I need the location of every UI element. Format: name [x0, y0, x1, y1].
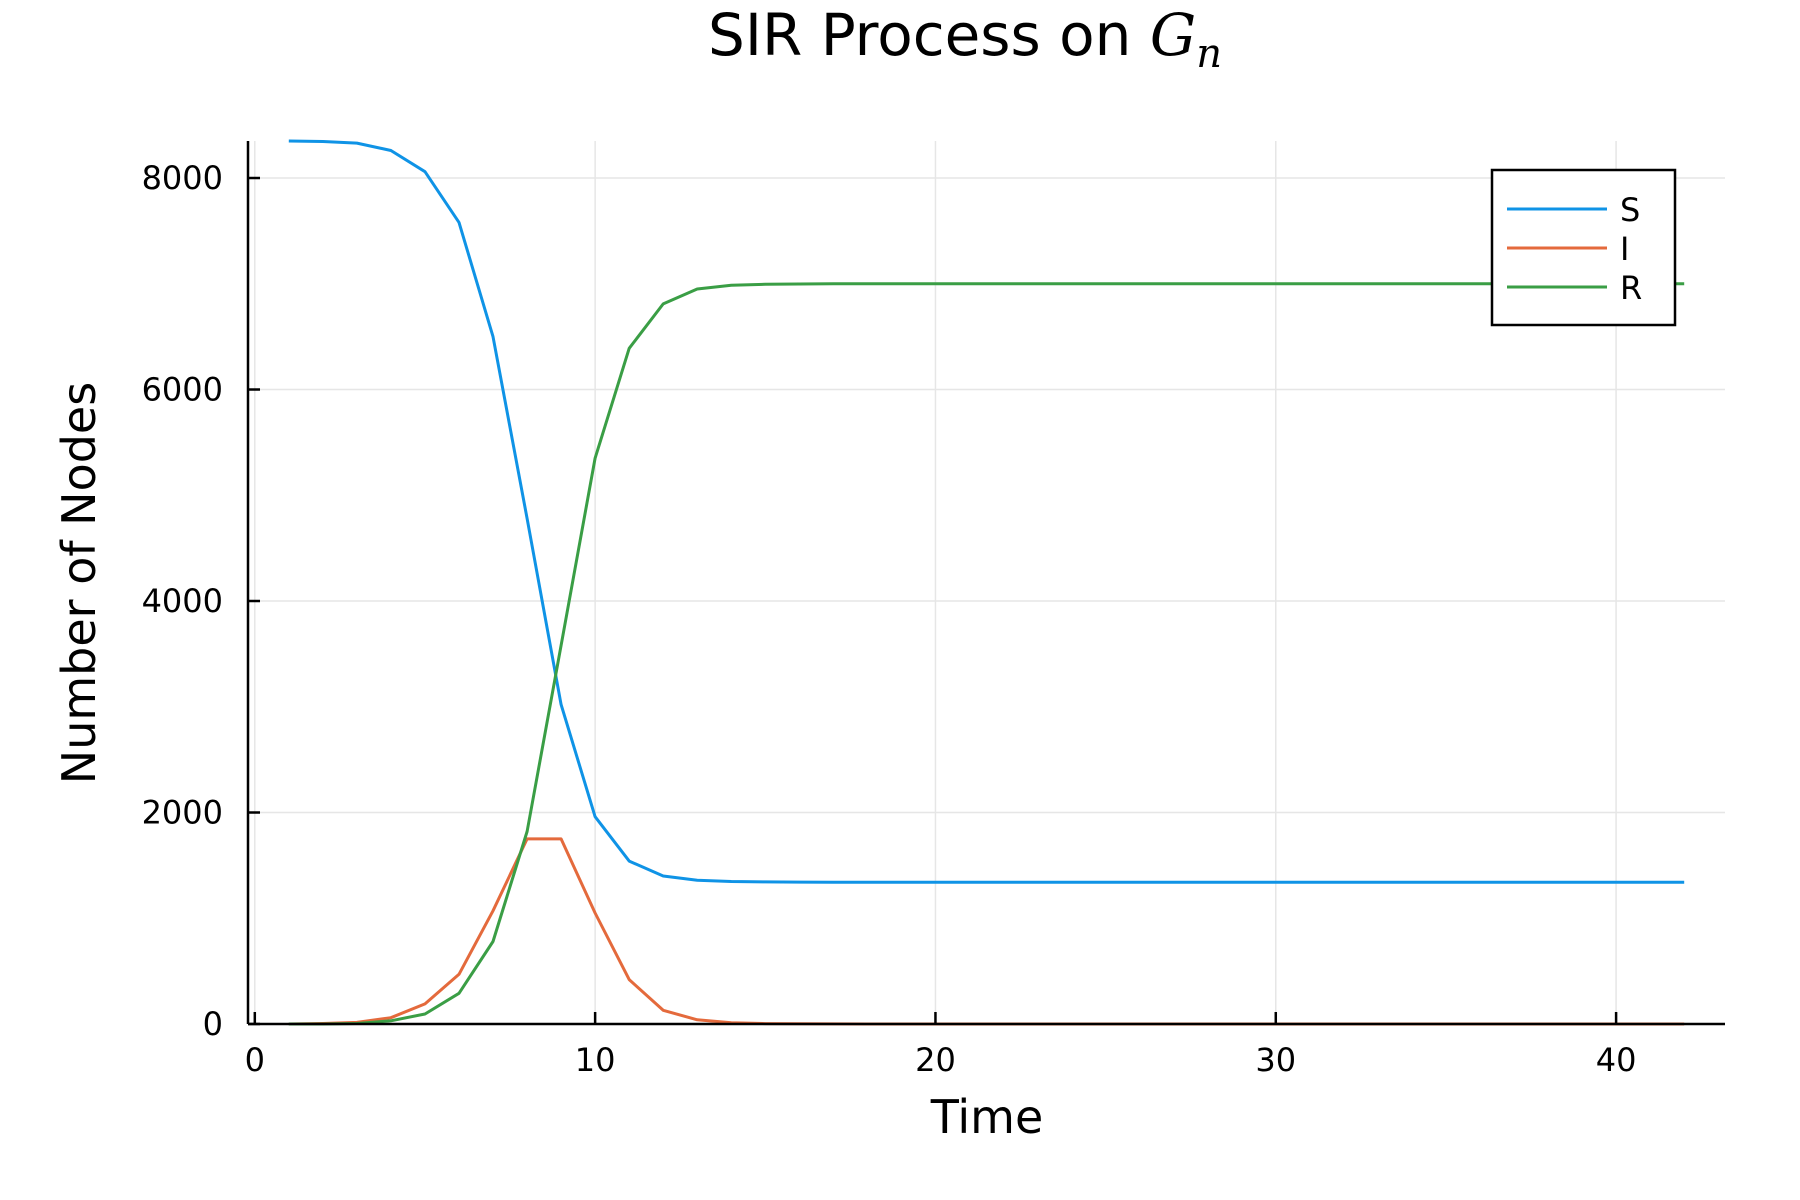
chart-title-math: G: [1150, 1, 1196, 69]
x-tick-label: 20: [915, 1041, 956, 1079]
x-tick-label: 30: [1255, 1041, 1296, 1079]
x-tick-label: 0: [245, 1041, 265, 1079]
y-tick-label: 2000: [142, 794, 223, 832]
legend-label-s: S: [1620, 191, 1640, 229]
chart-title-subscript: n: [1196, 31, 1222, 77]
chart-title-text: SIR Process on: [708, 1, 1150, 69]
y-tick-label: 8000: [142, 159, 223, 197]
x-axis-label: Time: [930, 1090, 1044, 1144]
series-line-r: [288, 282, 1685, 1026]
axis-ticks: 0 10 20 30 40 0 2000 4000 6000 8000: [142, 159, 1637, 1079]
chart-title: SIR Process on Gn: [708, 1, 1222, 77]
legend-label-r: R: [1620, 269, 1642, 307]
y-tick-label: 4000: [142, 582, 223, 620]
y-tick-label: 6000: [142, 371, 223, 409]
legend: S I R: [1490, 168, 1677, 327]
x-tick-label: 40: [1596, 1041, 1637, 1079]
legend-label-i: I: [1620, 230, 1629, 268]
series-line-s: [288, 139, 1685, 884]
x-tick-label: 10: [575, 1041, 616, 1079]
y-tick-label: 0: [203, 1005, 223, 1043]
y-axis-label: Number of Nodes: [52, 382, 106, 784]
series-lines: [288, 139, 1685, 1026]
series-line-i: [288, 837, 1685, 1026]
